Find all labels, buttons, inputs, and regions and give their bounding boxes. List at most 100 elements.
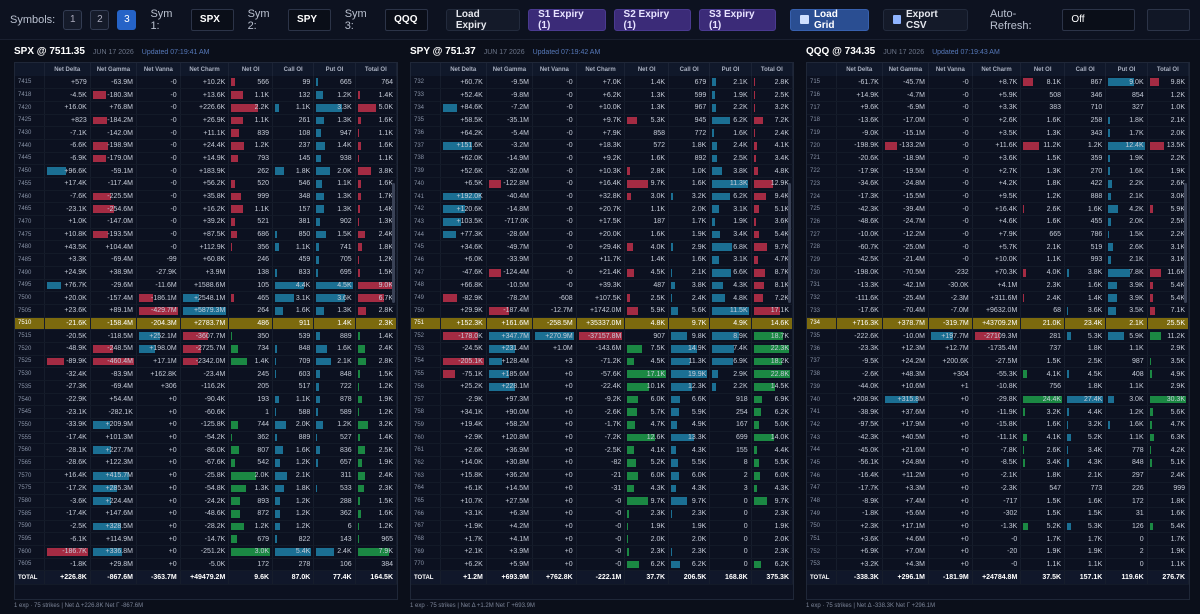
table-row[interactable]: 729 -42.5K -21.4M -0 +10.0K 1.1K 993 2.1K 3.1K — [807, 253, 1189, 267]
table-row[interactable]: 719 -9.0K -15.1M -0 +3.5K 1.3K 343 1.7K 2.0K — [807, 126, 1189, 140]
table-row[interactable]: 7585 -17.4K +147.6M +0 -48.6K 872 1.2K 362 1.6K — [15, 507, 397, 521]
table-row[interactable]: 744 -45.0K +21.6M +0 -7.8K 2.6K 3.4K 778 4.2K — [807, 443, 1189, 458]
scrollbar-thumb[interactable] — [392, 183, 395, 303]
s2-expiry-button[interactable]: S2 Expiry (1) — [613, 8, 691, 31]
table-row[interactable]: 7540 -22.9K +54.4M +0 -90.4K 193 1.1K 878 1.9K — [15, 393, 397, 407]
table-row[interactable]: 7460 -7.6K -225.5M -0 +35.8K 999 348 1.3K 1.7K — [15, 190, 397, 204]
table-row[interactable]: 7420 +16.0K +76.8M -0 +226.6K 2.2K 1.1K 3.3K 5.0… — [15, 101, 397, 115]
table-row[interactable]: 720 -198.9K -133.2M -0 +11.6K 11.2K 1.2K 12.4K 1… — [807, 139, 1189, 153]
table-row[interactable]: 732 -111.6K -25.4M -2.3M +311.6M 2.4K 1.4K 3.9K… — [807, 291, 1189, 305]
table-row[interactable]: 717 +9.6K -6.9M -0 +3.3K 383 710 327 1.0K — [807, 101, 1189, 115]
table-row[interactable]: 733 -17.6K -70.4M -7.0M +9632.0M 68 3.6K 3.5K 7.… — [807, 304, 1189, 318]
table-row[interactable]: 7515 -20.5K -118.5M +252.1M -3607.7M 350 539 88… — [15, 329, 397, 343]
table-row[interactable]: 760 +2.9K +120.8M +0 -7.2K 12.6K 13.3K 699 14.0K — [411, 431, 793, 445]
table-row[interactable]: 748 +66.8K -10.5M -0 +39.3K 487 3.8K 4.3K 8.1K — [411, 279, 793, 293]
sym1-input[interactable]: SPX — [190, 8, 234, 31]
table-row[interactable]: 7535 -27.3K -69.4M +306 -116.2K 205 517 722 1.2K — [15, 380, 397, 394]
column-header[interactable]: Net Vanna — [532, 63, 577, 76]
table-row[interactable]: 7530 -32.4K -83.9M +162.8K -23.4M 245 603 848 1.… — [15, 367, 397, 381]
symbol-count-3-button[interactable]: 3 — [117, 9, 137, 30]
table-row[interactable]: 737 -9.5K +24.2M +200.6K -27.5M 1.5K 2.5K 987 3.… — [807, 355, 1189, 369]
atm-row[interactable]: 734 +716.3K +378.7M -319.7M +43709.2M 21.0K 23… — [807, 317, 1189, 331]
column-header[interactable]: Put OI — [313, 63, 356, 76]
table-row[interactable]: 746 -16.4K +11.2M +0 -2.1K 1.8K 2.1K 297 2.4K — [807, 469, 1189, 483]
table-row[interactable]: 755 -75.1K +185.6M +0 -57.6K 17.1K 19.9K 2.9K 22… — [411, 367, 793, 381]
table-row[interactable]: 756 +25.2K +228.1M +0 -22.4K 10.1K 12.3K 2.2K 14… — [411, 380, 793, 394]
table-row[interactable]: 7445 -6.9K -179.0M -0 +14.9K 793 145 938 1.1K — [15, 152, 397, 166]
table-row[interactable]: 744 +77.3K -28.6M -0 +20.0K 1.6K 1.9K 3.4K 5.4K — [411, 228, 793, 242]
column-header[interactable]: Net Charm — [972, 63, 1022, 76]
load-expiry-button[interactable]: Load Expiry — [445, 8, 521, 31]
table-row[interactable]: 7470 +1.0K -147.0M -0 +39.2K 521 381 902 1.3K — [15, 215, 397, 229]
table-row[interactable]: 753 +3.2K +4.3M +0 -0 1.1K 1.1K 0 1.1K — [807, 558, 1189, 572]
column-header[interactable] — [411, 63, 441, 76]
table-row[interactable]: 759 +19.4K +58.2M +0 -1.7K 4.7K 4.9K 167 5.0K — [411, 418, 793, 432]
table-row[interactable]: 7418 -4.5K -180.3M -0 +13.6K 1.1K 132 1.2K 1.4K — [15, 88, 397, 102]
column-header[interactable] — [15, 63, 45, 76]
column-header[interactable]: Total OI — [1147, 63, 1189, 76]
table-row[interactable]: 747 -47.6K -124.4M -0 +21.4K 4.5K 2.1K 6.6K 8.7K — [411, 266, 793, 280]
table-row[interactable]: 738 +62.0K -14.9M -0 +9.2K 1.6K 892 2.5K 3.4K — [411, 152, 793, 166]
table-row[interactable]: 7430 -7.1K -142.0M -0 +11.1K 839 108 947 1.1K — [15, 126, 397, 140]
table-row[interactable]: 7450 +96.6K -59.1M -0 +183.9K 262 1.8K 2.0K 3.8K — [15, 164, 397, 178]
column-header[interactable]: Net Delta — [836, 63, 883, 76]
strike-table-wrap[interactable]: Net Delta Net Gamma Net Vanna Net Charm Net … — [410, 62, 794, 600]
table-row[interactable]: 7595 -6.1K +114.9M +0 -14.7K 679 822 143 965 — [15, 532, 397, 546]
table-row[interactable]: 721 -20.6K -18.9M -0 +3.6K 1.5K 359 1.9K 2.2K — [807, 152, 1189, 166]
sym3-input[interactable]: QQQ — [385, 8, 428, 31]
column-header[interactable]: Net Delta — [440, 63, 487, 76]
table-row[interactable]: 7465 -23.1K -254.6M -0 +16.2K 1.1K 157 1.3K 1.4K — [15, 202, 397, 217]
table-row[interactable]: 7570 +16.4K +415.7M +0 -25.8K 2.0K 2.1K 311 2.4K — [15, 469, 397, 483]
table-row[interactable]: 741 -38.9K +37.6M +0 -11.9K 3.2K 4.4K 1.2K 5.6K — [807, 405, 1189, 420]
column-header[interactable]: Put OI — [709, 63, 752, 76]
column-header[interactable]: Net Gamma — [486, 63, 533, 76]
table-row[interactable]: 762 +14.0K +30.8M +0 -82 5.2K 5.5K 8 5.5K — [411, 456, 793, 470]
table-row[interactable]: 7485 +3.3K -69.4M -99 +60.8K 246 459 705 1.2K — [15, 253, 397, 267]
column-header[interactable]: Total OI — [751, 63, 793, 76]
table-row[interactable]: 7490 +24.9K +38.9M -27.9K +3.9M 138 833 695 1.5K — [15, 266, 397, 280]
table-row[interactable]: 7475 +10.8K -193.5M -0 +87.5K 686 850 1.5K 2.4K — [15, 228, 397, 242]
scrollbar-thumb[interactable] — [1184, 183, 1187, 303]
column-header[interactable]: Net Charm — [576, 63, 626, 76]
table-row[interactable]: 7555 -17.4K +101.3M +0 -54.2K 362 889 527 1.4K — [15, 431, 397, 445]
strike-table-wrap[interactable]: Net Delta Net Gamma Net Vanna Net Charm Net … — [806, 62, 1190, 600]
load-grid-button[interactable]: Load Grid — [790, 8, 869, 31]
table-row[interactable]: 7455 +17.4K -117.4M -0 +56.2K 520 546 1.1K 1.6K — [15, 177, 397, 191]
table-row[interactable]: 735 -222.6K -10.0M +197.7M -27109.3M 281 5.3K 5… — [807, 329, 1189, 343]
table-row[interactable]: 730 -198.0K -70.5M -232 +70.3K 4.0K 3.8K 7.8K 11… — [807, 266, 1189, 280]
export-csv-button[interactable]: Export CSV — [882, 8, 968, 31]
table-row[interactable]: 742 +120.6K -14.8M -0 +20.7K 1.1K 2.0K 3.1K 5.1K — [411, 202, 793, 217]
table-row[interactable]: 739 -44.0K +10.6M +1 -10.8K 756 1.8K 1.1K 2.9K — [807, 380, 1189, 394]
table-row[interactable]: 752 -178.0K +347.7M +270.9M -37157.8M 907 9.8K… — [411, 329, 793, 343]
table-row[interactable]: 7520 -48.9K -248.5M +198.0M -2725.7M 734 848 1.… — [15, 342, 397, 356]
table-row[interactable]: 716 +14.9K -4.7M -0 +5.9K 508 346 854 1.2K — [807, 88, 1189, 102]
table-row[interactable]: 7495 +76.7K -29.6M -11.6M +1588.6M 105 4.4K 4.5… — [15, 279, 397, 293]
table-row[interactable]: 7565 -28.6K +122.3M +0 -67.6K 542 1.2K 657 1.9K — [15, 456, 397, 470]
table-row[interactable]: 769 +2.1K +3.9M +0 -0 2.3K 2.3K 0 2.3K — [411, 545, 793, 559]
table-row[interactable]: 7575 -17.2K +285.3M +0 -54.8K 1.3K 1.8K 533 2.3K — [15, 482, 397, 496]
table-row[interactable]: 7440 -6.6K -198.9M -0 +24.4K 1.2K 237 1.4K 1.6K — [15, 139, 397, 153]
table-row[interactable]: 724 -17.3K -15.5M -0 +9.5K 1.2K 888 2.1K 3.0K — [807, 190, 1189, 204]
table-row[interactable]: 731 -13.3K -42.1M -30.0K +4.1M 2.3K 1.6K 3.9K 5.… — [807, 279, 1189, 293]
table-row[interactable]: 743 +103.5K -717.0K -0 +17.5K 187 1.7K 1.9K 3.6K — [411, 215, 793, 229]
table-row[interactable]: 757 -2.9K +97.3M +0 -9.2K 6.0K 6.6K 918 6.9K — [411, 393, 793, 407]
table-row[interactable]: 742 -97.5K +17.9M +0 -15.8K 1.6K 3.2K 1.6K 4.7K — [807, 418, 1189, 432]
column-header[interactable]: Put OI — [1105, 63, 1148, 76]
table-row[interactable]: 723 -34.6K -24.8M -0 +4.2K 1.8K 422 2.2K 2.6K — [807, 177, 1189, 191]
table-row[interactable]: 766 +3.1K +6.3M +0 -0 2.3K 2.3K 0 2.3K — [411, 507, 793, 521]
column-header[interactable]: Net Vanna — [136, 63, 181, 76]
table-row[interactable]: 728 -60.7K -25.0M -0 +5.7K 2.1K 519 2.6K 3.1K — [807, 240, 1189, 255]
column-header[interactable]: Net Gamma — [90, 63, 137, 76]
table-row[interactable]: 739 +52.6K -32.0M -0 +10.3K 2.8K 1.0K 3.8K 4.8K — [411, 164, 793, 178]
table-row[interactable]: 761 +2.6K +36.9M +0 -2.5K 4.1K 4.3K 155 4.4K — [411, 443, 793, 458]
table-row[interactable]: 764 +6.1K +14.5M +0 -31 4.3K 4.3K 3 4.3K — [411, 482, 793, 496]
table-row[interactable]: 763 +15.8K +36.2M +0 -21 6.0K 6.0K 2 6.0K — [411, 469, 793, 483]
table-row[interactable]: 7480 +43.5K +104.4M -0 +112.9K 356 1.1K 741 1.8K — [15, 240, 397, 255]
symbol-count-2-button[interactable]: 2 — [90, 9, 110, 30]
table-row[interactable]: 740 +6.5K -122.8M -0 +16.4K 9.7K 1.6K 11.3K 12.9… — [411, 177, 793, 191]
column-header[interactable]: Net Charm — [180, 63, 230, 76]
table-row[interactable]: 715 -61.7K -45.7M -0 +8.7K 8.1K 867 9.0K 9.8K — [807, 76, 1189, 90]
table-row[interactable]: 7550 -33.9K +209.9M +0 -125.8K 744 2.0K 1.2K 3.2… — [15, 418, 397, 432]
table-row[interactable]: 722 -17.9K -19.5M -0 +2.7K 1.3K 270 1.6K 1.9K — [807, 164, 1189, 178]
table-row[interactable]: 735 +58.5K -35.1M -0 +9.7K 5.3K 945 6.2K 7.2K — [411, 114, 793, 128]
